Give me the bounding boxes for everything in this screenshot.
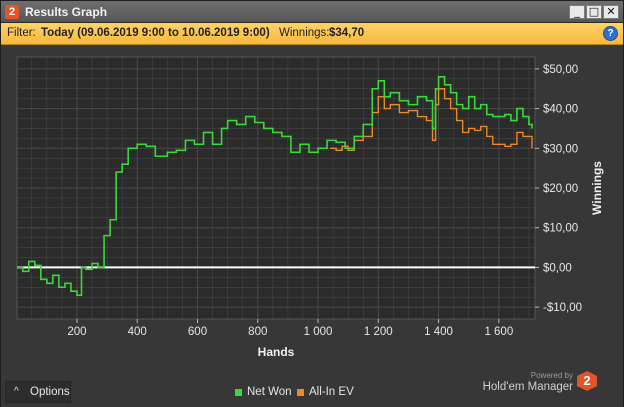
options-label: Options — [30, 386, 70, 398]
y-tick-label: $50,00 — [543, 64, 578, 76]
filter-value[interactable]: Today (09.06.2019 9:00 to 10.06.2019 9:0… — [41, 27, 270, 39]
winnings-value: $34,70 — [329, 27, 365, 39]
filter-bar: Filter: Today (09.06.2019 9:00 to 10.06.… — [1, 23, 623, 45]
window-title: Results Graph — [25, 5, 108, 19]
legend-label-all-in-ev: All-In EV — [309, 386, 354, 398]
x-tick-label: 1 200 — [364, 326, 393, 338]
x-tick-label: 600 — [188, 326, 207, 338]
filter-label: Filter: — [7, 27, 36, 39]
series-line-all-in-ev — [330, 88, 533, 151]
x-tick-label: 400 — [128, 326, 147, 338]
minimize-button[interactable]: _ — [569, 5, 585, 19]
x-tick-label: 1 600 — [484, 326, 513, 338]
legend-swatch-net-won — [235, 389, 242, 396]
x-tick-label: 1 000 — [304, 326, 333, 338]
app-logo-icon: 2 — [5, 5, 19, 19]
legend-swatch-all-in-ev — [297, 389, 304, 396]
x-tick-label: 1 400 — [424, 326, 453, 338]
x-axis-label: Hands — [258, 345, 295, 359]
y-tick-label: $30,00 — [543, 143, 578, 155]
title-bar[interactable]: 2 Results Graph _ □ ✕ — [1, 1, 623, 23]
y-tick-label: -$10,00 — [543, 302, 582, 314]
maximize-button[interactable]: □ — [586, 5, 602, 19]
brand-name: Hold'em Manager — [482, 381, 573, 393]
y-tick-label: $10,00 — [543, 223, 578, 235]
chevron-up-icon: ^ — [14, 386, 19, 397]
winnings-label: Winnings: — [279, 27, 330, 39]
question-icon[interactable]: ? — [603, 26, 618, 41]
powered-by-text: Powered by — [530, 371, 573, 380]
x-tick-label: 800 — [248, 326, 267, 338]
y-axis-ticks: -$10,00 $0,00 $10,00 $20,00 $30,00 $40,00 $50,… — [535, 64, 582, 314]
x-tick-label: 200 — [67, 326, 86, 338]
y-tick-label: $20,00 — [543, 183, 578, 195]
x-axis-ticks: 200 400 600 800 1 000 1 200 1 400 1 600 — [67, 319, 513, 338]
brand-logo-icon: 2 — [577, 371, 597, 391]
results-chart: 200 400 600 800 1 000 1 200 1 400 1 600 -$10,00… — [1, 46, 623, 376]
footer-bar: ^ Options Net Won All-In EV Powered by H… — [1, 371, 623, 407]
y-tick-label: $0,00 — [543, 262, 572, 274]
legend-label-net-won: Net Won — [247, 386, 292, 398]
y-axis-label: Winnings — [590, 161, 604, 215]
close-button[interactable]: ✕ — [603, 5, 619, 19]
results-chart-svg: 200 400 600 800 1 000 1 200 1 400 1 600 -$10,00… — [16, 56, 604, 359]
options-button[interactable]: ^ Options — [5, 381, 71, 403]
series-line-net-won — [17, 76, 533, 296]
y-tick-label: $40,00 — [543, 104, 578, 116]
